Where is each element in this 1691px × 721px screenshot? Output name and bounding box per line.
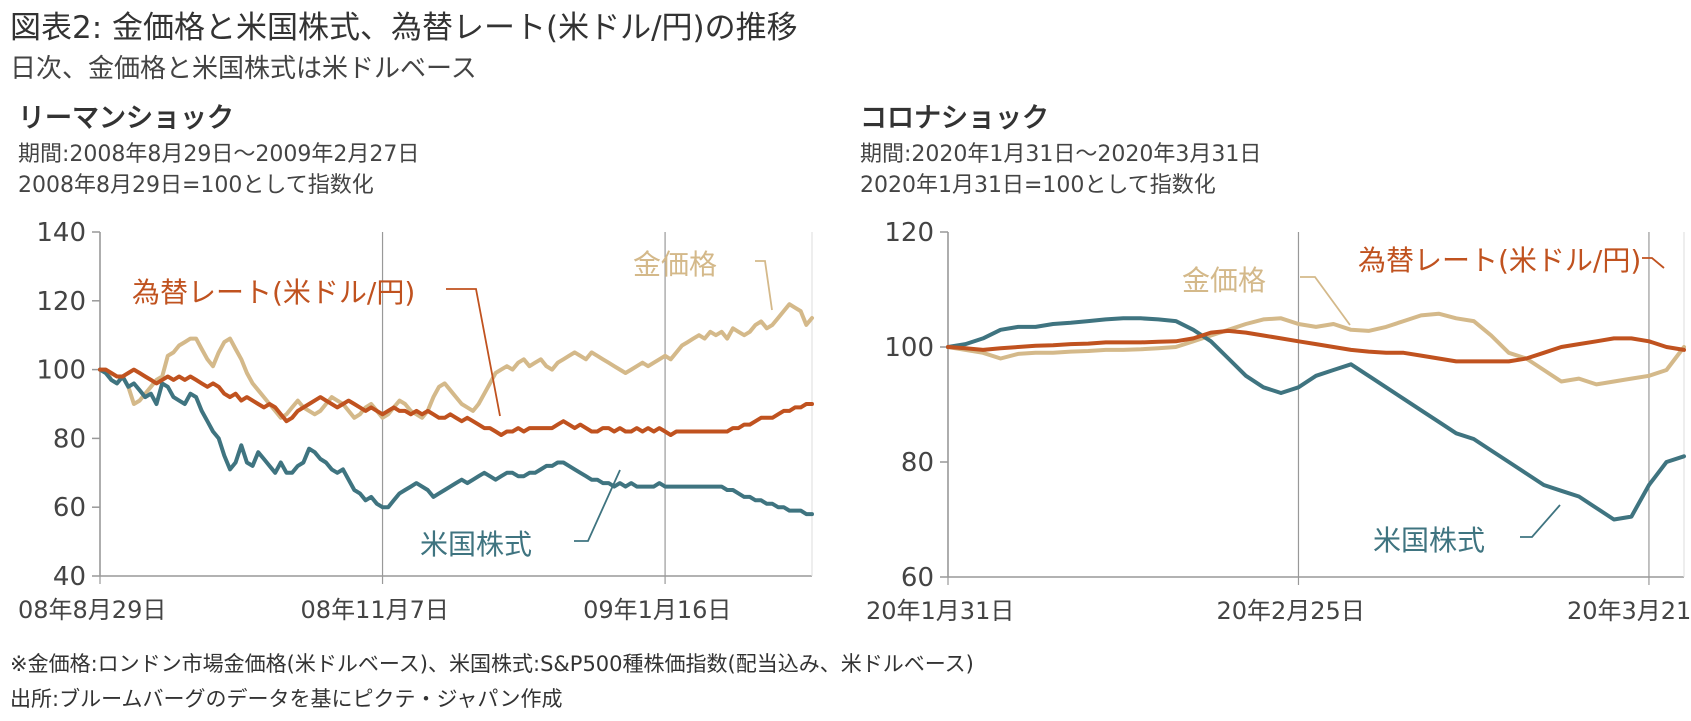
chart-title: 図表2: 金価格と米国株式、為替レート(米ドル/円)の推移 [10,10,798,46]
annotation-fx: 為替レート(米ドル/円) [1358,244,1641,277]
y-tick-label: 60 [901,563,934,593]
annotation-leader-fx [1642,257,1665,269]
y-tick-label: 60 [53,493,86,523]
left-panel-base-note: 2008年8月29日=100として指数化 [18,173,374,198]
x-tick-label: 20年3月21日 [1567,597,1691,625]
y-tick-label: 40 [53,562,86,592]
left-panel-title: リーマンショック [18,103,234,134]
left-panel-period: 期間:2008年8月29日～2009年2月27日 [18,142,420,167]
y-tick-label: 100 [36,356,86,386]
annotation-stock: 米国株式 [1373,524,1485,557]
x-tick-label: 20年1月31日 [866,597,1014,625]
y-tick-label: 120 [884,218,934,248]
annotation-leader-stock [1520,504,1561,538]
y-tick-label: 140 [36,218,86,248]
y-tick-label: 100 [884,333,934,363]
annotation-stock: 米国株式 [420,528,532,561]
left-chart: 140 120 100 80 60 40 08年8月29日 08年11月7日 09年1月16日 金… [18,218,814,624]
series-line-fx [946,328,1686,364]
annotation-gold: 金価格 [633,248,717,281]
annotation-leader-fx [446,288,501,417]
annotation-gold: 金価格 [1182,264,1266,297]
chart-subtitle: 日次、金価格と米国株式は米ドルベース [10,54,477,84]
annotation-leader-gold [1300,276,1351,326]
series-line-fx [98,367,814,437]
y-tick-label: 80 [901,448,934,478]
right-panel-period: 期間:2020年1月31日～2020年3月31日 [860,142,1262,167]
annotation-leader-gold [755,260,773,311]
right-panel-base-note: 2020年1月31日=100として指数化 [860,173,1216,198]
right-chart: 120 100 80 60 20年1月31日 20年2月25日 20年3月21日 金価格 為替レ… [866,218,1691,625]
annotation-leader-stock [574,469,621,542]
y-tick-label: 80 [53,424,86,454]
series-line-stock [98,367,814,517]
series-line-gold [946,311,1686,387]
x-tick-label: 08年11月7日 [301,596,449,624]
x-tick-label: 20年2月25日 [1216,597,1364,625]
x-tick-label: 08年8月29日 [18,596,166,624]
x-tick-label: 09年1月16日 [583,596,731,624]
y-tick-label: 120 [36,287,86,317]
series-line-stock [946,316,1686,522]
footnote: ※金価格:ロンドン市場金価格(米ドルベース)、米国株式:S&P500種株価指数(… [10,652,974,676]
annotation-fx: 為替レート(米ドル/円) [132,276,415,309]
source-note: 出所:ブルームバーグのデータを基にピクテ・ジャパン作成 [10,687,563,711]
right-panel-title: コロナショック [860,103,1049,134]
series-line-gold [98,302,814,420]
